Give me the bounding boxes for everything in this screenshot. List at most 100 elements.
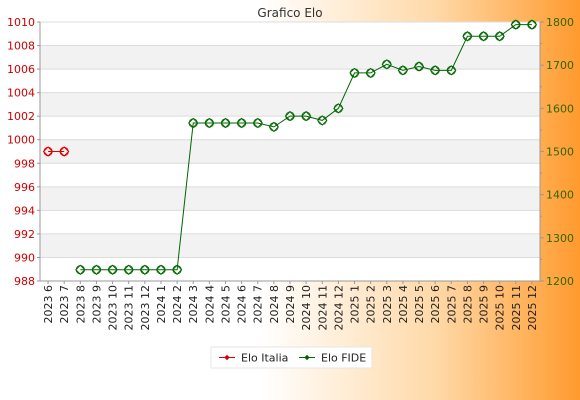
x-tick-label: 2025 11 <box>510 285 523 331</box>
data-point-ring <box>382 59 392 69</box>
x-tick-label: 2025 7 <box>445 285 458 324</box>
data-point-ring <box>301 111 311 121</box>
legend: Elo Italia Elo FIDE <box>210 346 373 369</box>
x-tick-label: 2025 3 <box>381 285 394 324</box>
x-tick-label: 2025 9 <box>478 285 491 324</box>
x-tick-label: 2025 8 <box>461 285 474 324</box>
legend-marker <box>224 354 230 361</box>
right-tick-label: 1800 <box>546 16 574 29</box>
plot-band <box>40 45 540 70</box>
data-point-ring <box>398 65 408 75</box>
data-point-ring <box>140 265 150 275</box>
x-tick-label: 2025 2 <box>365 285 378 324</box>
right-tick-label: 1500 <box>546 146 574 159</box>
left-tick-label: 1002 <box>7 110 35 123</box>
chart-title: Grafico Elo <box>257 6 322 20</box>
data-point-ring <box>478 31 489 41</box>
x-tick-label: 2025 12 <box>526 285 539 331</box>
x-tick-label: 2025 5 <box>413 285 426 324</box>
plot-band <box>40 186 540 211</box>
left-tick-label: 1000 <box>7 134 35 147</box>
data-point-ring <box>91 265 102 275</box>
data-point-ring <box>156 265 166 275</box>
left-tick-label: 998 <box>14 157 35 170</box>
data-point-ring <box>349 68 360 78</box>
x-tick-label: 2023 7 <box>58 285 71 324</box>
x-tick-label: 2025 10 <box>494 285 507 331</box>
series-elo-fide <box>75 19 538 275</box>
data-point-ring <box>462 31 473 41</box>
x-tick-label: 2025 4 <box>397 285 410 324</box>
data-point-ring <box>414 61 424 72</box>
x-tick-label: 2025 6 <box>429 285 442 324</box>
legend-label: Elo FIDE <box>321 352 366 365</box>
data-point-ring <box>220 118 231 128</box>
left-tick-label: 990 <box>14 251 35 264</box>
grid-lines <box>40 21 540 282</box>
left-tick-label: 994 <box>14 204 35 217</box>
data-point-ring <box>204 118 214 128</box>
x-tick-label: 2024 10 <box>300 285 313 331</box>
right-tick-label: 1300 <box>546 232 574 245</box>
x-tick-label: 2025 1 <box>349 285 362 324</box>
x-tick-label: 2024 9 <box>284 285 297 324</box>
x-axis: 2023 6 2023 7 2023 8 2023 9 2023 10 2023 11 20… <box>40 280 540 331</box>
right-tick-label: 1700 <box>546 59 574 72</box>
left-tick-label: 1010 <box>7 16 35 29</box>
x-tick-label: 2023 11 <box>123 285 136 331</box>
right-tick-label: 1200 <box>546 275 574 288</box>
series-layer <box>42 19 538 275</box>
legend-box <box>210 346 373 369</box>
legend-label: Elo Italia <box>241 352 288 365</box>
x-tick-label: 2024 4 <box>203 285 216 324</box>
x-tick-label: 2023 8 <box>74 285 87 324</box>
data-point-ring <box>124 265 134 275</box>
data-point-ring <box>430 65 440 75</box>
left-tick-label: 988 <box>14 275 35 288</box>
left-tick-label: 996 <box>14 181 35 194</box>
right-tick-label: 1600 <box>546 102 574 115</box>
right-y-axis: 1200 1300 1400 1500 1600 1700 1800 <box>539 16 574 288</box>
data-point-ring <box>333 103 343 113</box>
x-tick-label: 2024 6 <box>236 285 249 324</box>
plot-background <box>40 22 540 281</box>
legend-marker <box>304 354 310 361</box>
data-point-ring <box>75 265 85 275</box>
data-point-ring <box>253 118 263 128</box>
x-tick-label: 2024 2 <box>171 285 184 324</box>
data-point-ring <box>188 118 198 128</box>
data-point-ring <box>366 68 376 78</box>
left-tick-label: 1006 <box>7 63 35 76</box>
x-tick-label: 2024 11 <box>316 285 329 331</box>
left-y-axis: 988 990 992 994 996 998 1000 1002 1004 1006 1008 10… <box>7 16 41 288</box>
x-tick-label: 2023 6 <box>42 285 55 324</box>
data-point-ring <box>172 265 182 275</box>
right-tick-label: 1400 <box>546 189 574 202</box>
x-tick-label: 2024 8 <box>268 285 281 324</box>
data-point-ring <box>446 65 456 75</box>
data-point-ring <box>527 19 537 30</box>
series-elo-italia <box>42 146 70 157</box>
x-tick-label: 2024 12 <box>332 285 345 331</box>
left-tick-label: 1004 <box>7 87 35 100</box>
x-tick-label: 2023 12 <box>139 285 152 331</box>
series-line <box>80 24 532 271</box>
data-point-ring <box>43 146 53 157</box>
x-tick-label: 2024 3 <box>187 285 200 324</box>
data-point-ring <box>511 19 521 30</box>
x-tick-label: 2023 9 <box>90 285 103 324</box>
left-tick-label: 992 <box>14 228 35 241</box>
data-point-ring <box>317 115 327 126</box>
x-tick-label: 2024 1 <box>155 285 168 324</box>
x-tick-label: 2023 10 <box>107 285 120 331</box>
left-tick-label: 1008 <box>7 40 35 53</box>
plot-band <box>40 92 540 117</box>
data-point-ring <box>269 122 279 132</box>
data-point-ring <box>237 118 247 128</box>
x-tick-label: 2024 5 <box>219 285 232 324</box>
plot-band <box>40 233 540 258</box>
data-point-ring <box>107 265 118 275</box>
data-point-ring <box>59 146 69 157</box>
data-point-ring <box>285 111 295 121</box>
